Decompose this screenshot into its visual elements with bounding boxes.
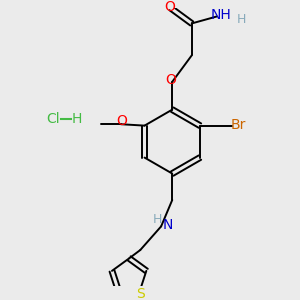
Text: H: H [71, 112, 82, 126]
Text: O: O [164, 0, 175, 14]
Text: S: S [136, 287, 145, 300]
Text: H: H [236, 13, 246, 26]
Text: O: O [165, 74, 176, 87]
Text: Cl: Cl [46, 112, 59, 126]
Text: O: O [116, 114, 127, 128]
Text: NH: NH [211, 8, 231, 22]
Text: Br: Br [230, 118, 246, 132]
Text: N: N [163, 218, 173, 232]
Text: H: H [152, 213, 162, 226]
